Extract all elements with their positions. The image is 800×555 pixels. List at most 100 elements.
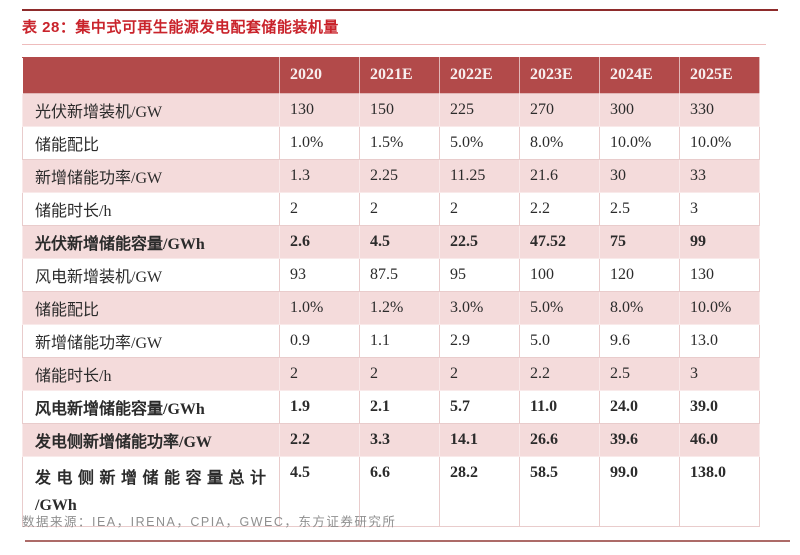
- column-header-year: 2024E: [599, 57, 680, 94]
- value-cell: 2.25: [359, 159, 440, 193]
- value-cell: 3.0%: [439, 291, 520, 325]
- row-label: 储能配比: [22, 126, 280, 160]
- value-cell: 270: [519, 93, 600, 127]
- table-row: 储能时长/h 2 2 2 2.2 2.5 3: [22, 192, 760, 226]
- table-row: 发电侧新增储能容量总计/GWh 4.5 6.6 28.2 58.5 99.0 138.0: [22, 456, 760, 527]
- value-cell: 2.1: [359, 390, 440, 424]
- column-header-year: 2020: [279, 57, 360, 94]
- value-cell: 2.6: [279, 225, 360, 259]
- column-header-year: 2022E: [439, 57, 520, 94]
- data-source-note: 数据来源：IEA，IRENA，CPIA，GWEC，东方证券研究所: [22, 515, 397, 529]
- value-cell: 10.0%: [599, 126, 680, 160]
- value-cell: 2.2: [279, 423, 360, 457]
- value-cell: 150: [359, 93, 440, 127]
- value-cell: 2: [439, 357, 520, 391]
- value-cell: 95: [439, 258, 520, 292]
- value-cell: 1.2%: [359, 291, 440, 325]
- value-cell: 39.6: [599, 423, 680, 457]
- row-label: 新增储能功率/GW: [22, 159, 280, 193]
- value-cell: 225: [439, 93, 520, 127]
- value-cell: 8.0%: [599, 291, 680, 325]
- value-cell: 4.5: [359, 225, 440, 259]
- row-label: 新增储能功率/GW: [22, 324, 280, 358]
- value-cell: 5.0%: [519, 291, 600, 325]
- value-cell: 2: [279, 357, 360, 391]
- value-cell: 330: [679, 93, 760, 127]
- value-cell: 1.9: [279, 390, 360, 424]
- value-cell: 0.9: [279, 324, 360, 358]
- table-header: 2020 2021E 2022E 2023E 2024E 2025E: [22, 57, 760, 94]
- value-cell: 2.2: [519, 357, 600, 391]
- table-row: 新增储能功率/GW 0.9 1.1 2.9 5.0 9.6 13.0: [22, 324, 760, 358]
- table-row: 风电新增装机/GW 93 87.5 95 100 120 130: [22, 258, 760, 292]
- value-cell: 21.6: [519, 159, 600, 193]
- value-cell: 58.5: [519, 456, 600, 527]
- row-label: 储能时长/h: [22, 192, 280, 226]
- value-cell: 93: [279, 258, 360, 292]
- value-cell: 22.5: [439, 225, 520, 259]
- value-cell: 10.0%: [679, 126, 760, 160]
- value-cell: 28.2: [439, 456, 520, 527]
- value-cell: 10.0%: [679, 291, 760, 325]
- title-divider-rule: [22, 44, 766, 45]
- bottom-divider-rule: [25, 540, 790, 542]
- table-row: 光伏新增装机/GW 130 150 225 270 300 330: [22, 93, 760, 127]
- value-cell: 14.1: [439, 423, 520, 457]
- row-label: 风电新增储能容量/GWh: [22, 390, 280, 424]
- value-cell: 2.5: [599, 192, 680, 226]
- value-cell: 1.1: [359, 324, 440, 358]
- value-cell: 5.0: [519, 324, 600, 358]
- value-cell: 100: [519, 258, 600, 292]
- table-row: 储能配比 1.0% 1.5% 5.0% 8.0% 10.0% 10.0%: [22, 126, 760, 160]
- value-cell: 26.6: [519, 423, 600, 457]
- table-header-row: 2020 2021E 2022E 2023E 2024E 2025E: [22, 57, 760, 94]
- value-cell: 5.0%: [439, 126, 520, 160]
- table-row: 光伏新增储能容量/GWh 2.6 4.5 22.5 47.52 75 99: [22, 225, 760, 259]
- row-label: 光伏新增储能容量/GWh: [22, 225, 280, 259]
- value-cell: 3: [679, 357, 760, 391]
- column-header-blank: [22, 57, 280, 94]
- value-cell: 1.0%: [279, 291, 360, 325]
- row-label: 储能时长/h: [22, 357, 280, 391]
- value-cell: 6.6: [359, 456, 440, 527]
- table-row: 储能时长/h 2 2 2 2.2 2.5 3: [22, 357, 760, 391]
- value-cell: 5.7: [439, 390, 520, 424]
- row-label-line: 发电侧新增储能容量总计: [35, 470, 272, 487]
- row-label: 储能配比: [22, 291, 280, 325]
- value-cell: 1.5%: [359, 126, 440, 160]
- value-cell: 39.0: [679, 390, 760, 424]
- row-label-line: /GWh: [35, 497, 77, 514]
- value-cell: 33: [679, 159, 760, 193]
- value-cell: 24.0: [599, 390, 680, 424]
- value-cell: 99.0: [599, 456, 680, 527]
- value-cell: 138.0: [679, 456, 760, 527]
- value-cell: 8.0%: [519, 126, 600, 160]
- row-label: 风电新增装机/GW: [22, 258, 280, 292]
- value-cell: 9.6: [599, 324, 680, 358]
- column-header-year: 2025E: [679, 57, 760, 94]
- table-row: 发电侧新增储能功率/GW 2.2 3.3 14.1 26.6 39.6 46.0: [22, 423, 760, 457]
- value-cell: 87.5: [359, 258, 440, 292]
- value-cell: 130: [679, 258, 760, 292]
- value-cell: 1.3: [279, 159, 360, 193]
- row-label: 发电侧新增储能容量总计/GWh: [22, 456, 280, 527]
- value-cell: 11.0: [519, 390, 600, 424]
- storage-capacity-table: 2020 2021E 2022E 2023E 2024E 2025E 光伏新增装机/GW 1…: [22, 57, 760, 527]
- value-cell: 1.0%: [279, 126, 360, 160]
- table-row: 新增储能功率/GW 1.3 2.25 11.25 21.6 30 33: [22, 159, 760, 193]
- value-cell: 3: [679, 192, 760, 226]
- value-cell: 300: [599, 93, 680, 127]
- value-cell: 30: [599, 159, 680, 193]
- value-cell: 2.2: [519, 192, 600, 226]
- value-cell: 4.5: [279, 456, 360, 527]
- value-cell: 11.25: [439, 159, 520, 193]
- value-cell: 75: [599, 225, 680, 259]
- value-cell: 46.0: [679, 423, 760, 457]
- value-cell: 99: [679, 225, 760, 259]
- value-cell: 2: [359, 357, 440, 391]
- value-cell: 3.3: [359, 423, 440, 457]
- table-title: 表 28：集中式可再生能源发电配套储能装机量: [22, 19, 339, 36]
- value-cell: 130: [279, 93, 360, 127]
- value-cell: 2.5: [599, 357, 680, 391]
